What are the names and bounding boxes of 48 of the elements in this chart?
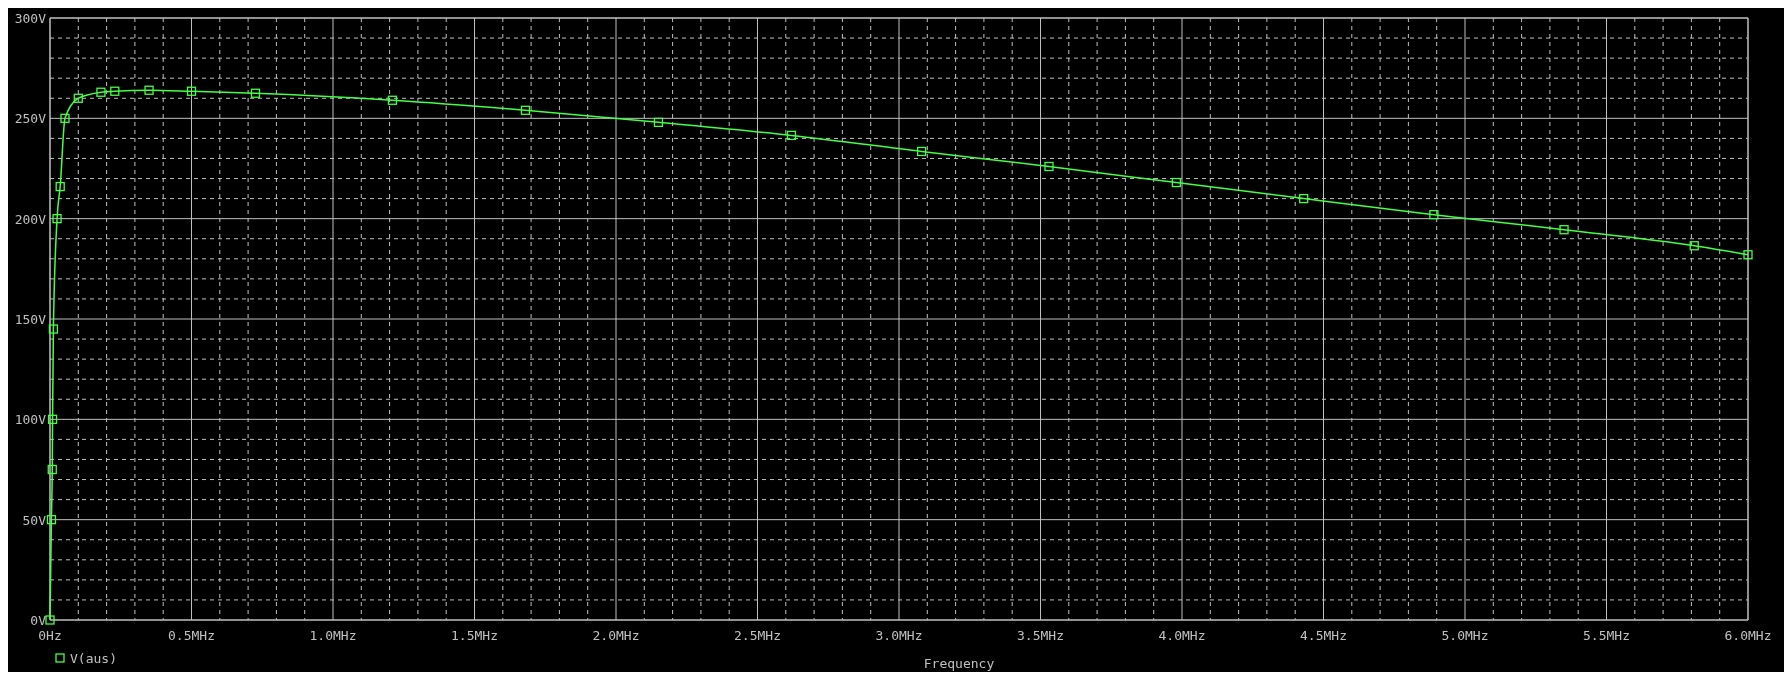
y-tick-label: 300V	[14, 11, 47, 26]
point	[916, 146, 927, 157]
x-tick-label: 4.0MHz	[1158, 628, 1206, 643]
point	[653, 117, 664, 127]
legend-label: V(aus)	[70, 651, 117, 666]
x-tick-label: 0.5MHz	[168, 628, 215, 643]
x-tick-label: 1.5MHz	[451, 628, 498, 643]
point	[52, 214, 62, 224]
point	[47, 414, 58, 424]
point	[1559, 225, 1569, 235]
x-tick-label: 3.0MHz	[875, 628, 923, 643]
point	[55, 181, 65, 192]
point	[96, 87, 106, 97]
y-tick-label: 200V	[14, 211, 47, 227]
y-tick-label: 0V	[30, 613, 47, 628]
x-tick-label: 2.5MHz	[734, 628, 781, 643]
point	[1044, 161, 1054, 172]
point	[520, 105, 531, 115]
point	[47, 464, 57, 475]
point	[1171, 177, 1181, 188]
x-tick-label: 0Hz	[38, 628, 62, 643]
x-tick-label: 1.0MHz	[309, 628, 357, 643]
y-tick-label: 250V	[14, 111, 47, 127]
point	[250, 88, 261, 98]
point	[46, 515, 57, 525]
x-tick-label: 5.0MHz	[1441, 628, 1489, 643]
x-tick-label: 2.0MHz	[592, 628, 640, 643]
point	[1743, 250, 1753, 260]
point	[1429, 210, 1439, 220]
point	[1689, 241, 1699, 251]
y-tick-label: 150V	[14, 312, 47, 327]
x-tick-label: 6.0MHz	[1724, 628, 1772, 643]
point	[186, 86, 197, 96]
x-tick-label: 5.5MHz	[1583, 628, 1630, 643]
x-axis-title: Frequency	[923, 656, 995, 671]
x-tick-label: 4.5MHz	[1300, 628, 1347, 643]
y-tick-label: 50V	[22, 512, 47, 528]
point	[387, 95, 398, 105]
point	[48, 324, 59, 334]
point	[73, 93, 83, 103]
point	[1299, 193, 1309, 204]
point	[144, 85, 154, 95]
x-tick-label: 3.5MHz	[1017, 628, 1064, 643]
point	[45, 615, 55, 625]
point	[786, 130, 797, 141]
point	[60, 113, 70, 123]
y-tick-label: 100V	[14, 412, 47, 428]
point	[110, 86, 120, 96]
